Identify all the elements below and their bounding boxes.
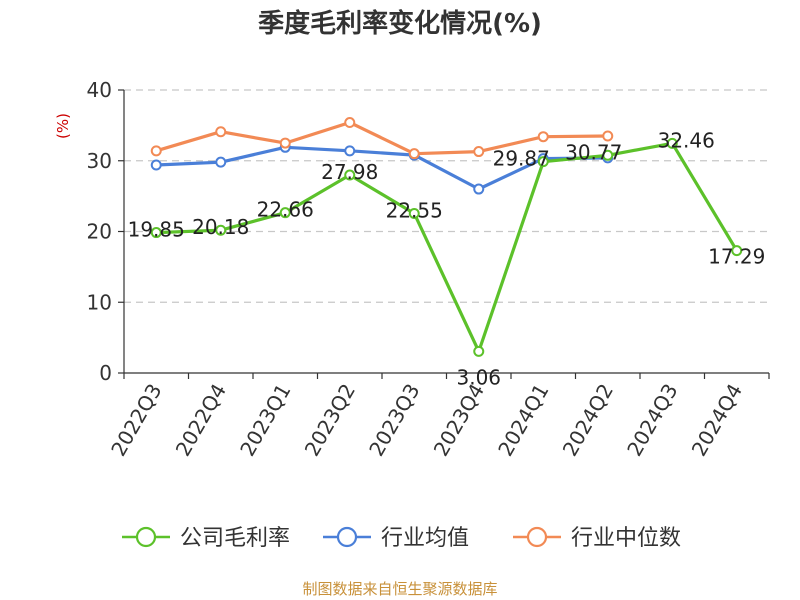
data-label: 20.18 bbox=[192, 215, 249, 239]
x-tick-label: 2023Q2 bbox=[300, 380, 360, 461]
y-tick-label: 0 bbox=[99, 361, 112, 385]
series-lines bbox=[150, 117, 743, 357]
series-point bbox=[150, 227, 162, 239]
series-point bbox=[537, 156, 549, 168]
legend-marker bbox=[526, 526, 548, 548]
x-tick-label: 2022Q3 bbox=[106, 380, 166, 461]
series-point bbox=[215, 224, 227, 236]
series-point bbox=[473, 345, 485, 357]
series-line bbox=[156, 145, 608, 191]
x-tick-label: 2023Q1 bbox=[235, 380, 295, 461]
gridlines bbox=[124, 89, 769, 303]
series-point bbox=[537, 131, 549, 143]
series-point bbox=[473, 146, 485, 158]
series-point bbox=[408, 207, 420, 219]
series-point bbox=[602, 149, 614, 161]
legend-label: 行业中位数 bbox=[571, 526, 681, 551]
chart-title: 季度毛利率变化情况(%) bbox=[258, 8, 542, 39]
series-point bbox=[150, 145, 162, 157]
data-label: 22.66 bbox=[257, 198, 314, 222]
series-point bbox=[215, 156, 227, 168]
x-tick-label: 2022Q4 bbox=[171, 380, 231, 461]
x-tick-label: 2023Q4 bbox=[429, 380, 489, 461]
series-point bbox=[344, 145, 356, 157]
legend-label: 行业均值 bbox=[381, 526, 469, 551]
x-tick-label: 2023Q3 bbox=[364, 380, 424, 461]
series-line bbox=[156, 141, 739, 353]
y-tick-label: 10 bbox=[87, 290, 112, 314]
series-point bbox=[344, 169, 356, 181]
series-point bbox=[408, 148, 420, 160]
x-tick-label: 2024Q2 bbox=[558, 380, 618, 461]
x-tick-label: 2024Q1 bbox=[493, 380, 553, 461]
series-point bbox=[279, 207, 291, 219]
series-point bbox=[150, 159, 162, 171]
data-label: 3.06 bbox=[456, 365, 501, 389]
series-point bbox=[473, 183, 485, 195]
y-tick-label: 30 bbox=[87, 149, 112, 173]
legend-marker bbox=[135, 526, 157, 548]
data-label: 22.55 bbox=[386, 198, 443, 222]
legend-marker bbox=[336, 526, 358, 548]
legend-label: 公司毛利率 bbox=[180, 526, 290, 551]
x-tick-label: 2024Q4 bbox=[687, 380, 747, 461]
data-label: 30.77 bbox=[565, 140, 622, 164]
x-tick-label: 2024Q3 bbox=[622, 380, 682, 461]
series-point bbox=[344, 117, 356, 129]
series-point bbox=[279, 137, 291, 149]
series-point bbox=[731, 245, 743, 257]
series-point bbox=[215, 126, 227, 138]
data-label: 32.46 bbox=[658, 128, 715, 152]
series-point bbox=[666, 137, 678, 149]
y-tick-label: 40 bbox=[87, 78, 112, 102]
data-label: 29.87 bbox=[493, 147, 550, 171]
y-tick-label: 20 bbox=[87, 220, 112, 244]
data-label: 27.98 bbox=[321, 160, 378, 184]
source-note: 制图数据来自恒生聚源数据库 bbox=[302, 580, 497, 598]
data-label: 17.29 bbox=[708, 245, 765, 269]
data-labels: 19.85 20.18 22.66 27.98 22.55 3.06 29.87 30.77 3… bbox=[128, 128, 766, 389]
y-axis-label: (%) bbox=[54, 113, 72, 139]
series-point bbox=[602, 130, 614, 142]
data-label: 19.85 bbox=[128, 218, 185, 242]
legend: 公司毛利率 行业均值 行业中位数 bbox=[122, 526, 681, 551]
series-line bbox=[155, 120, 608, 156]
